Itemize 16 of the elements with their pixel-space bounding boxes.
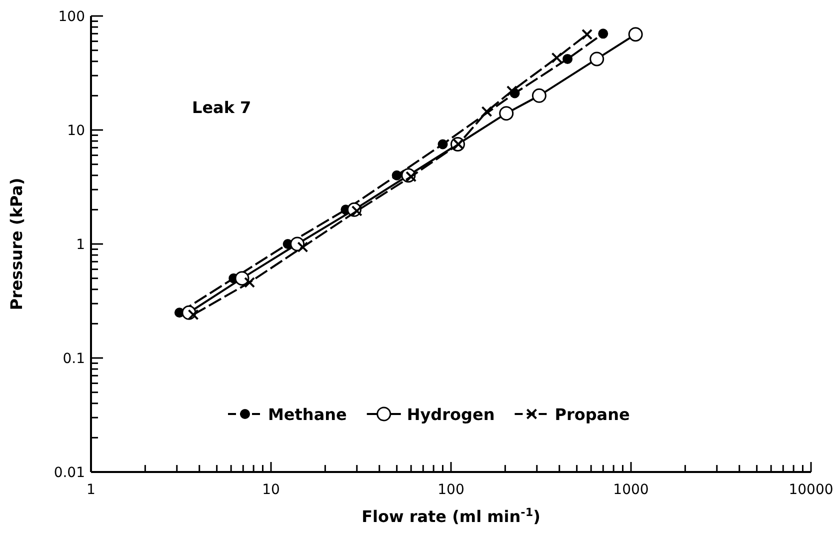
y-tick-label: 1: [76, 237, 85, 253]
x-tick-label: 10: [262, 482, 280, 498]
y-tick-label: 0.1: [62, 351, 85, 367]
x-axis-title: Flow rate (ml min$^{-1}$): [362, 506, 540, 526]
x-tick-label: 1000: [613, 482, 649, 498]
legend-label: Propane: [554, 405, 630, 424]
y-axis-title: Pressure (kPa): [7, 178, 26, 310]
legend-label: Methane: [268, 405, 347, 424]
x-tick-label: 1: [86, 482, 96, 498]
y-tick-label: 0.01: [54, 465, 85, 481]
y-tick-label: 100: [58, 9, 85, 25]
y-tick-label: 10: [67, 123, 85, 139]
legend-label: Hydrogen: [406, 405, 495, 424]
x-tick-label: 10000: [788, 482, 834, 498]
annotation: Leak 7: [192, 98, 252, 117]
x-tick-label: 100: [438, 482, 464, 498]
